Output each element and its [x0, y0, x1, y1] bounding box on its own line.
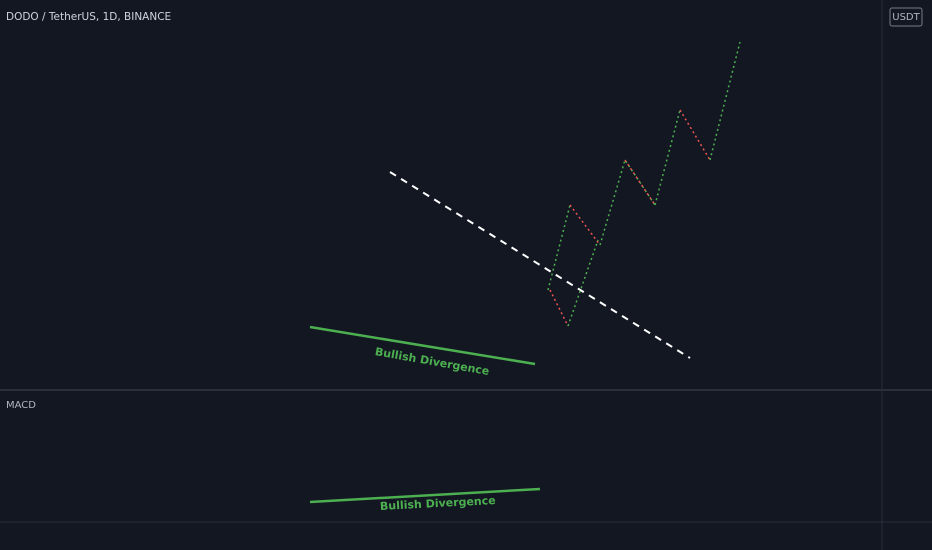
projection — [549, 289, 569, 327]
trend-line — [389, 171, 691, 359]
currency[interactable]: USDT — [892, 12, 920, 23]
annotation: Bullish Divergence — [380, 494, 496, 513]
currency-box[interactable] — [889, 7, 923, 27]
macd-title: MACD — [6, 400, 36, 411]
projection — [567, 239, 599, 327]
projection — [624, 159, 656, 206]
divergence-line — [309, 325, 536, 366]
projection — [709, 41, 741, 161]
projection — [654, 109, 681, 206]
symbol-title: DODO / TetherUS, 1D, BINANCE — [6, 11, 171, 23]
divergence-line — [309, 487, 541, 504]
projection — [569, 204, 601, 246]
